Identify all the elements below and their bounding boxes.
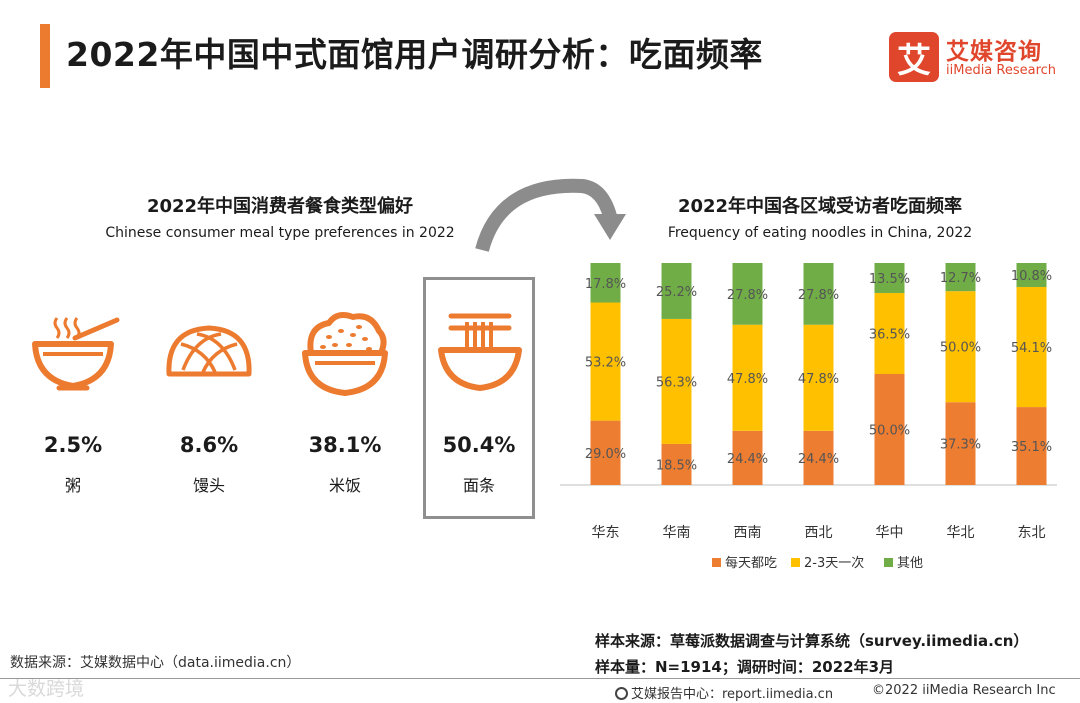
- data-label-华东-其他: 17.8%: [585, 277, 626, 292]
- bar-华中-2-3天一次: [874, 292, 905, 374]
- bar-华南-每天都吃: [661, 443, 692, 485]
- report-center-text: 艾媒报告中心：report.iimedia.cn: [615, 683, 833, 702]
- meal-item-noodle: [424, 306, 534, 396]
- data-label-西南-其他: 27.8%: [727, 288, 768, 303]
- legend-swatch-2-3天一次: [791, 558, 800, 567]
- data-label-西南-2-3天一次: 47.8%: [727, 372, 768, 387]
- steamed-bun-icon: [166, 325, 252, 377]
- x-tick-label: 华南: [663, 525, 691, 541]
- data-source-text: 数据来源：艾媒数据中心（data.iimedia.cn）: [10, 655, 301, 671]
- legend-swatch-其他: [884, 558, 893, 567]
- data-label-西北-2-3天一次: 47.8%: [798, 372, 839, 387]
- bar-华东-其他: [590, 263, 621, 303]
- legend-label-2-3天一次: 2-3天一次: [804, 555, 864, 571]
- data-label-东北-其他: 10.8%: [1011, 269, 1052, 284]
- data-label-华中-其他: 13.5%: [869, 272, 910, 287]
- bar-西北-其他: [803, 263, 834, 325]
- data-label-华南-每天都吃: 18.5%: [656, 458, 697, 473]
- bar-华中-每天都吃: [874, 374, 905, 485]
- meal-item-rice: [290, 305, 400, 399]
- curved-arrow-icon: [475, 178, 626, 252]
- x-tick-label: 东北: [1018, 525, 1046, 541]
- logo-cn-text: 艾媒咨询: [946, 39, 1042, 65]
- x-tick-label: 西南: [734, 525, 762, 541]
- highlight-box: [423, 277, 535, 519]
- meal-pct-porridge: 2.5%: [43, 433, 103, 457]
- data-label-华南-其他: 25.2%: [656, 285, 697, 300]
- meal-label-rice: 米饭: [328, 476, 361, 495]
- bar-西南-2-3天一次: [732, 324, 763, 431]
- watermark-text: 大数跨境: [8, 678, 85, 700]
- bar-西北-2-3天一次: [803, 324, 834, 431]
- stacked-bar-chart: 29.0% 53.2% 17.8% 华东 18.5% 56.3% 25.2% 华南 24.4% 4…: [560, 263, 1057, 571]
- bar-华东-每天都吃: [590, 420, 621, 485]
- meal-pct-bun: 8.6%: [179, 433, 239, 457]
- bar-华南-其他: [661, 263, 692, 319]
- bar-西南-每天都吃: [732, 430, 763, 485]
- chart-subtitle: Frequency of eating noodles in China, 20…: [667, 225, 973, 241]
- bar-东北-2-3天一次: [1016, 286, 1047, 408]
- data-label-华东-每天都吃: 29.0%: [585, 447, 626, 462]
- meal-pct-rice: 38.1%: [308, 433, 382, 457]
- bar-华东-2-3天一次: [590, 302, 621, 421]
- bar-东北-其他: [1016, 263, 1047, 287]
- x-tick-label: 华中: [876, 525, 904, 541]
- data-label-华北-每天都吃: 37.3%: [940, 438, 981, 453]
- logo-mark: 艾: [889, 32, 939, 82]
- data-label-西北-其他: 27.8%: [798, 288, 839, 303]
- meal-item-bun: [154, 308, 264, 398]
- x-tick-label: 华北: [947, 525, 975, 541]
- data-label-华中-2-3天一次: 36.5%: [869, 327, 910, 342]
- sample-source-text: 样本来源：草莓派数据调查与计算系统（survey.iimedia.cn）: [595, 632, 1029, 650]
- meal-label-noodle: 面条: [462, 476, 495, 495]
- bar-华南-2-3天一次: [661, 318, 692, 444]
- bar-华北-每天都吃: [945, 402, 976, 485]
- data-label-华东-2-3天一次: 53.2%: [585, 356, 626, 371]
- data-label-西南-每天都吃: 24.4%: [727, 452, 768, 467]
- sample-size-text: 样本量：N=1914；调研时间：2022年3月: [595, 658, 895, 676]
- noodle-bowl-icon: [438, 313, 522, 391]
- title-accent-bar: [40, 24, 50, 88]
- data-label-西北-每天都吃: 24.4%: [798, 452, 839, 467]
- bar-西南-其他: [732, 263, 763, 325]
- data-label-华南-2-3天一次: 56.3%: [656, 375, 697, 390]
- copyright-text: ©2022 iiMedia Research Inc: [872, 683, 1056, 698]
- report-center-label: 艾媒报告中心：report.iimedia.cn: [631, 687, 834, 702]
- chart-title: 2022年中国各区域受访者吃面频率: [677, 196, 963, 217]
- logo-en-text: iiMedia Research: [946, 63, 1057, 78]
- data-label-华北-其他: 12.7%: [940, 271, 981, 286]
- page-title: 2022年中国中式面馆用户调研分析：吃面频率: [66, 35, 763, 74]
- bar-东北-每天都吃: [1016, 407, 1047, 485]
- x-tick-label: 华东: [592, 525, 620, 541]
- meal-section-title: 2022年中国消费者餐食类型偏好: [146, 196, 414, 217]
- footer-divider: [0, 678, 1080, 679]
- meal-label-porridge: 粥: [64, 476, 81, 495]
- bar-华北-其他: [945, 263, 976, 292]
- bar-西北-每天都吃: [803, 430, 834, 485]
- data-label-华中-每天都吃: 50.0%: [869, 424, 910, 439]
- data-label-华北-2-3天一次: 50.0%: [940, 341, 981, 356]
- rice-bowl-icon: [302, 312, 388, 396]
- porridge-bowl-icon: [32, 317, 120, 391]
- globe-icon: [615, 687, 628, 700]
- meal-item-porridge: [18, 308, 128, 398]
- x-tick-label: 西北: [805, 525, 833, 541]
- bar-华北-2-3天一次: [945, 291, 976, 403]
- data-label-东北-每天都吃: 35.1%: [1011, 440, 1052, 455]
- data-label-东北-2-3天一次: 54.1%: [1011, 341, 1052, 356]
- legend-swatch-每天都吃: [712, 558, 721, 567]
- bar-华中-其他: [874, 263, 905, 293]
- legend-label-其他: 其他: [897, 556, 923, 571]
- meal-label-bun: 馒头: [192, 476, 225, 495]
- meal-pct-noodle: 50.4%: [442, 433, 516, 457]
- iimedia-logo: 艾 艾媒咨询 iiMedia Research: [889, 32, 1065, 82]
- meal-section-subtitle: Chinese consumer meal type preferences i…: [105, 225, 455, 241]
- legend-label-每天都吃: 每天都吃: [725, 555, 777, 571]
